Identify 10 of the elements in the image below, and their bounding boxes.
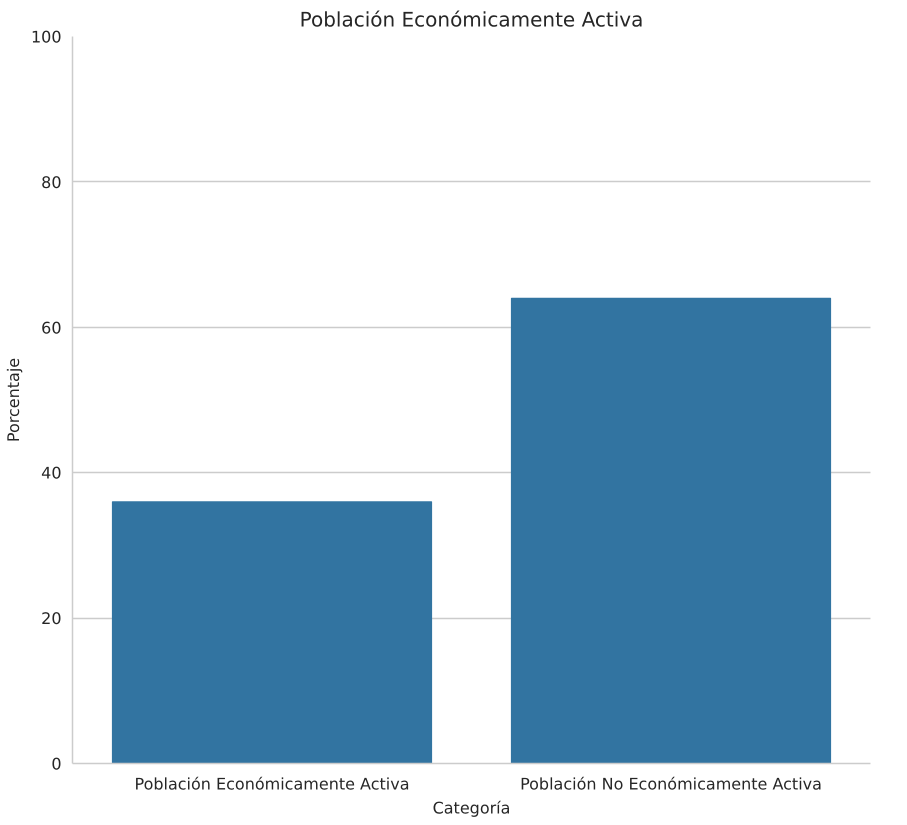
y-tick-label: 60 <box>41 318 62 338</box>
x-tick-label: Población No Económicamente Activa <box>520 774 822 794</box>
chart-title: Población Económicamente Activa <box>300 8 644 32</box>
y-tick-label: 80 <box>41 172 62 192</box>
y-tick-label: 0 <box>51 754 62 774</box>
x-axis-title: Categoría <box>432 798 510 818</box>
y-tick-label: 100 <box>30 28 62 46</box>
y-tick-label: 40 <box>41 464 62 483</box>
y-tick-label: 20 <box>41 609 62 628</box>
y-axis-title: Porcentaje <box>4 358 23 442</box>
